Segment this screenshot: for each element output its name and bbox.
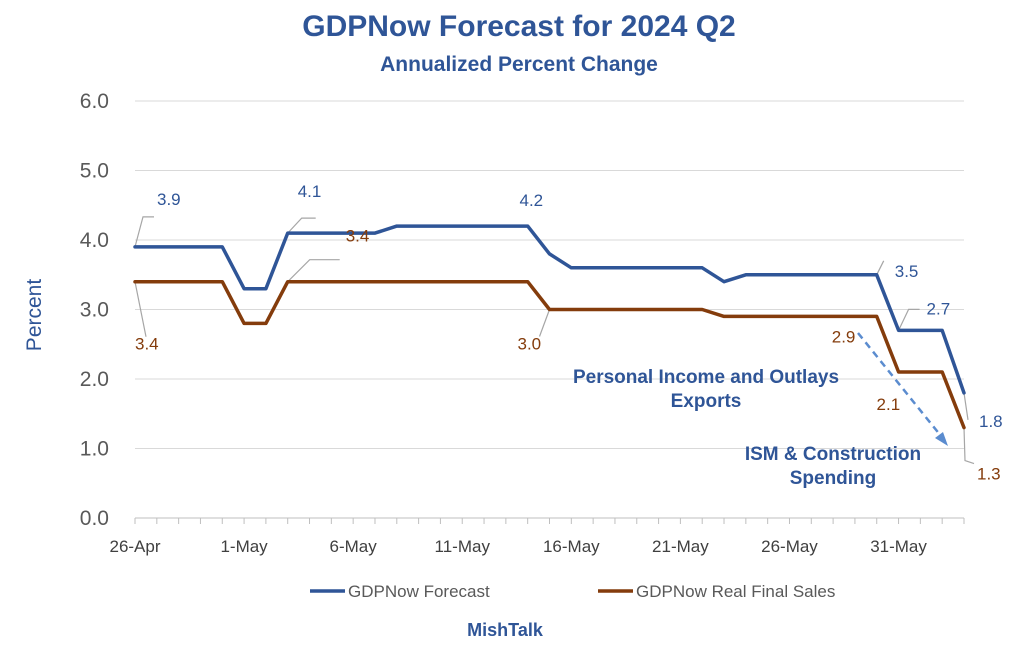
y-axis-label: Percent <box>23 279 46 352</box>
data-label-gdpnow-forecast: 4.2 <box>520 191 544 210</box>
x-tick-label: 26-May <box>761 537 818 556</box>
source-label: MishTalk <box>467 620 544 640</box>
y-tick-label: 3.0 <box>80 299 109 322</box>
x-tick-label: 16-May <box>543 537 600 556</box>
x-tick-label: 6-May <box>330 537 378 556</box>
series-lines <box>133 224 966 430</box>
leader-line <box>963 392 969 420</box>
y-tick-label: 0.0 <box>80 507 109 530</box>
data-label-real-final-sales: 2.1 <box>877 395 901 414</box>
y-tick-label: 5.0 <box>80 160 109 183</box>
data-label-gdpnow-forecast: 3.9 <box>157 190 181 209</box>
leader-line <box>134 281 147 337</box>
annotation-arrow <box>857 332 946 442</box>
data-label-gdpnow-forecast: 2.7 <box>927 299 951 318</box>
data-label-real-final-sales: 1.3 <box>977 465 1001 484</box>
series-line-gdpnow-forecast <box>133 224 966 395</box>
chart-title: GDPNow Forecast for 2024 Q2 <box>302 10 735 43</box>
annotation-construction-spending: Spending <box>790 468 877 489</box>
leader-line <box>287 259 340 283</box>
y-tick-label: 4.0 <box>80 229 109 252</box>
data-label-gdpnow-forecast: 1.8 <box>979 412 1003 431</box>
annotation-arrowhead <box>935 432 948 446</box>
x-tick-label: 31-May <box>870 537 927 556</box>
annotation-ism: ISM & Construction <box>745 444 921 465</box>
data-labels: 3.9 3.4 4.1 3.4 4.2 3.0 3.5 2.9 2.7 2.1 1.8 1.3 <box>135 182 1003 484</box>
legend: GDPNow Forecast GDPNow Real Final Sales <box>310 582 835 601</box>
data-label-real-final-sales: 3.4 <box>135 335 159 354</box>
annotation-personal-income: Personal Income and Outlays <box>573 367 839 388</box>
series-line-real-final-sales <box>133 279 966 430</box>
x-tick-label: 1-May <box>220 537 268 556</box>
label-leader-lines <box>134 216 975 465</box>
y-tick-label: 2.0 <box>80 368 109 391</box>
leader-line <box>538 309 551 337</box>
leader-line <box>898 308 920 331</box>
annotation-exports: Exports <box>671 391 742 412</box>
x-tick-label: 26-Apr <box>109 537 160 556</box>
y-tick-label: 1.0 <box>80 438 109 461</box>
leader-line <box>963 427 975 465</box>
y-tick-label: 6.0 <box>80 90 109 113</box>
annotations: Personal Income and Outlays Exports ISM … <box>573 332 948 489</box>
leader-line <box>287 217 316 234</box>
leader-line <box>134 216 154 248</box>
data-label-real-final-sales: 2.9 <box>832 327 856 346</box>
data-label-real-final-sales: 3.4 <box>346 227 370 246</box>
data-label-gdpnow-forecast: 4.1 <box>298 182 322 201</box>
chart-subtitle: Annualized Percent Change <box>380 53 658 76</box>
legend-label-gdpnow-forecast: GDPNow Forecast <box>348 582 490 601</box>
data-label-real-final-sales: 3.0 <box>518 335 542 354</box>
x-tick-labels: 26-Apr 1-May 6-May 11-May 16-May 21-May 26-May… <box>109 518 965 556</box>
leader-line <box>876 260 885 276</box>
x-tick-label: 21-May <box>652 537 709 556</box>
x-tick-label: 11-May <box>435 537 491 556</box>
data-label-gdpnow-forecast: 3.5 <box>895 262 919 281</box>
y-tick-labels: 0.0 1.0 2.0 3.0 4.0 5.0 6.0 <box>80 90 109 530</box>
legend-label-real-final-sales: GDPNow Real Final Sales <box>636 582 835 601</box>
